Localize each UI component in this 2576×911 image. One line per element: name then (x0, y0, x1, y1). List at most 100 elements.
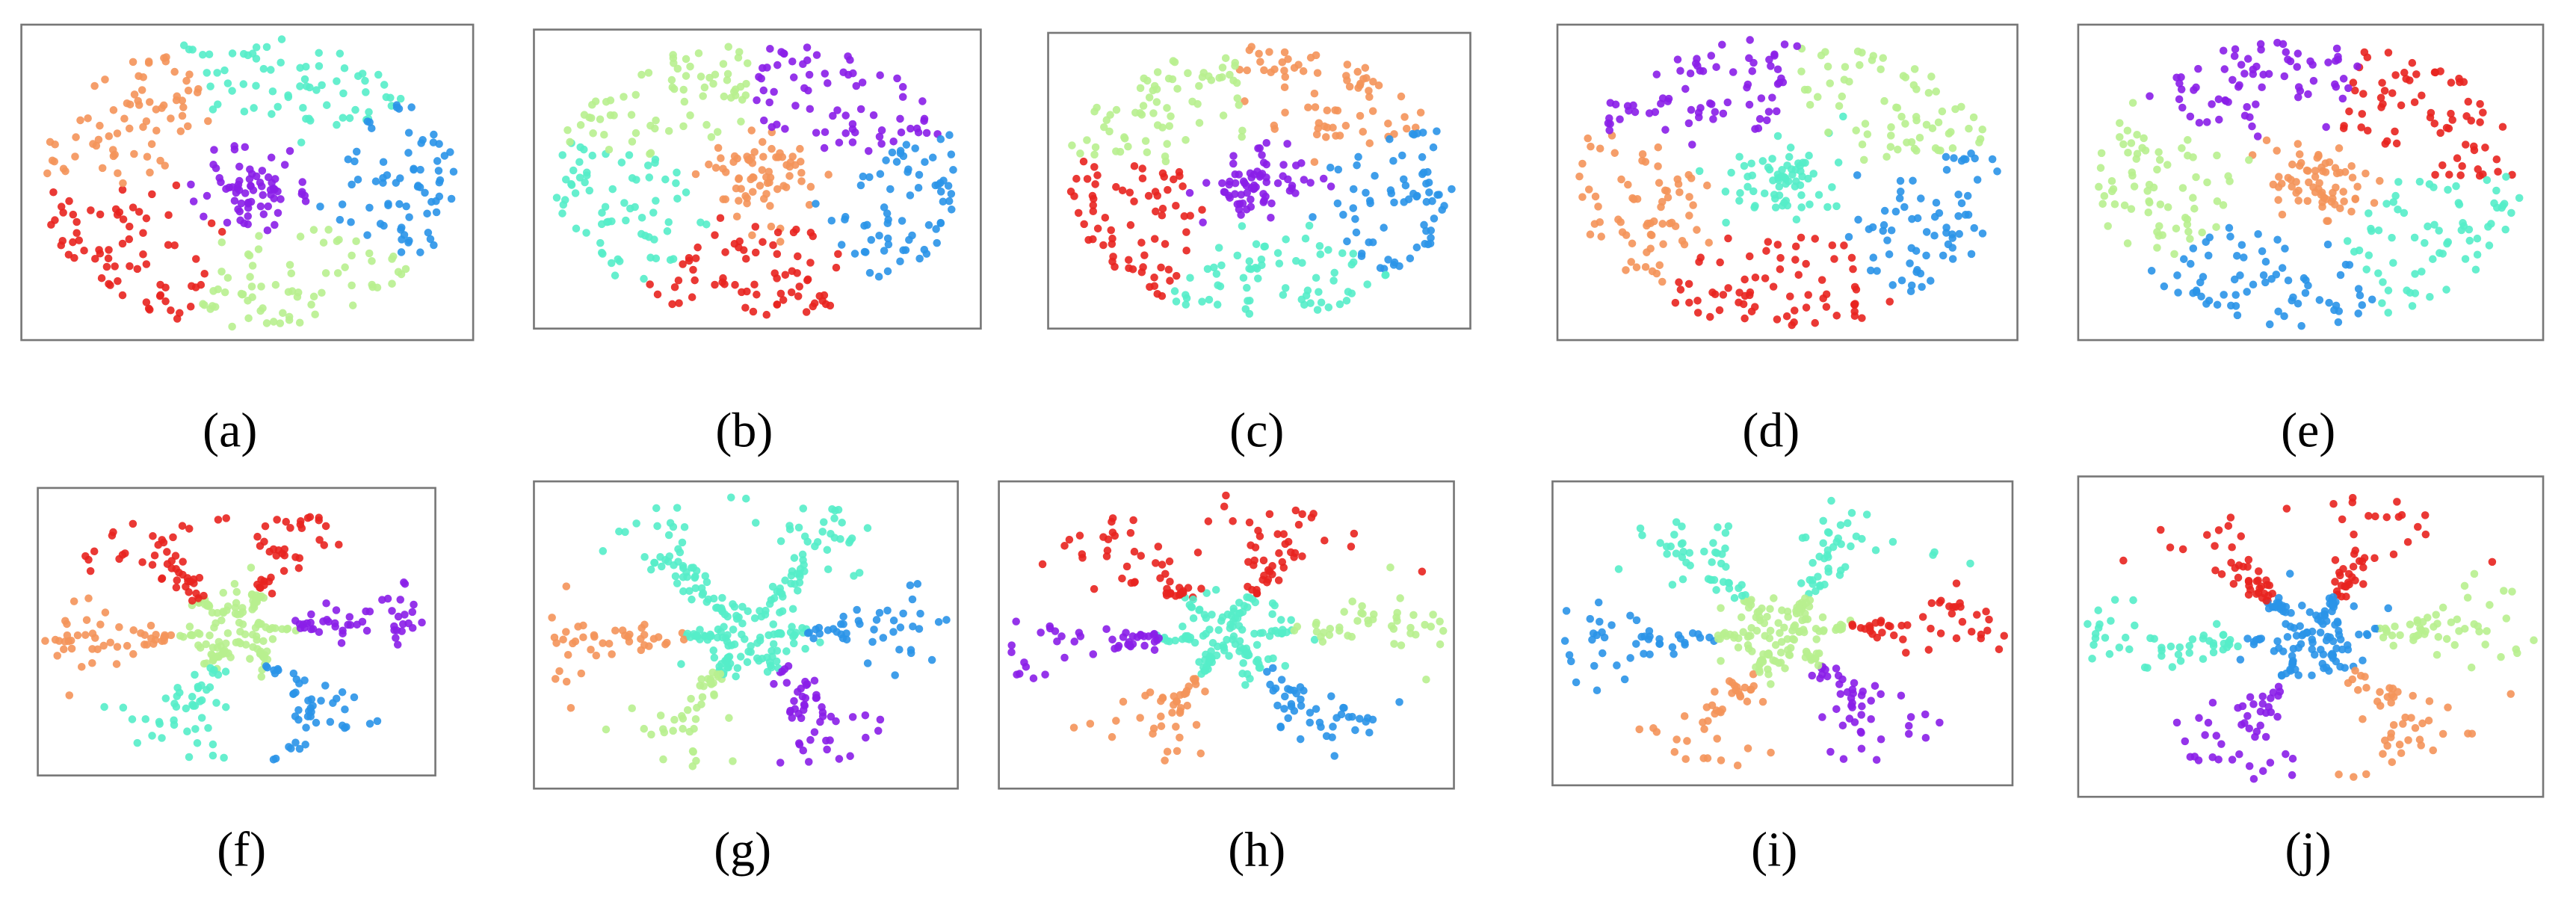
dot (2360, 48, 2369, 57)
dot (2257, 46, 2265, 54)
dot (2119, 140, 2128, 149)
dot (148, 190, 156, 199)
dot (2391, 127, 2399, 136)
dot (1605, 126, 1613, 135)
dot (1195, 81, 1203, 90)
dot (1777, 74, 1785, 83)
dot (1814, 572, 1822, 581)
dot (1424, 167, 1432, 176)
dot (1851, 300, 1859, 308)
dot (1189, 614, 1198, 623)
dot (1775, 182, 1784, 191)
dot (806, 735, 815, 744)
dot (1952, 634, 1961, 643)
dot (1967, 149, 1975, 158)
dot (1878, 629, 1886, 637)
dot (2308, 638, 2317, 647)
dot (663, 638, 671, 647)
dot (1167, 112, 1175, 120)
dot (2174, 650, 2183, 659)
dot (111, 150, 119, 159)
dot (829, 111, 837, 120)
dot (269, 545, 278, 554)
dot (2354, 309, 2362, 318)
dot (1827, 496, 1835, 505)
dot (1253, 589, 1261, 598)
dot (700, 83, 709, 92)
dot (1724, 284, 1732, 292)
dot (51, 635, 60, 644)
dot (2468, 729, 2477, 738)
dot (1973, 176, 1982, 184)
dot (1357, 249, 1366, 258)
dot (1255, 659, 1263, 668)
dot (155, 717, 164, 726)
dot (1858, 702, 1866, 711)
dot (1734, 643, 1743, 652)
dot (240, 108, 249, 116)
dot (1273, 530, 1282, 538)
dot (2115, 643, 2124, 652)
dot (776, 537, 785, 546)
dot (2322, 123, 2330, 132)
dot (269, 318, 278, 326)
dot (1149, 729, 1157, 738)
dot (257, 182, 266, 191)
dot (758, 138, 767, 146)
dot (1204, 517, 1213, 525)
dot (736, 82, 745, 91)
dot (2188, 635, 2197, 643)
dot (1762, 247, 1770, 255)
dot (1158, 123, 1167, 132)
dot (2140, 663, 2149, 672)
dot (640, 274, 648, 283)
dot (599, 250, 607, 258)
dot (1747, 623, 1755, 632)
dot (1811, 235, 1820, 243)
dot (2409, 636, 2418, 644)
dot (589, 129, 597, 138)
dot (1755, 668, 1764, 676)
dot (1102, 552, 1111, 561)
dot (1140, 251, 1149, 259)
dot (263, 226, 272, 235)
dot (1108, 257, 1116, 266)
dot (1675, 278, 1683, 286)
dot (2226, 177, 2234, 185)
dot (1760, 189, 1769, 198)
dot (848, 125, 857, 134)
dot (1901, 73, 1910, 81)
dot (2329, 603, 2338, 611)
dot (271, 280, 280, 289)
dot (1936, 599, 1944, 607)
dot (156, 156, 164, 165)
dot (300, 75, 309, 84)
dot (105, 246, 113, 254)
dot (2443, 239, 2451, 248)
dot (826, 736, 834, 744)
dot (862, 733, 870, 742)
dot (2430, 68, 2439, 77)
dot (884, 240, 893, 249)
dot (1926, 277, 1935, 285)
dot (848, 713, 857, 721)
dot (548, 614, 556, 622)
dot (1290, 64, 1299, 72)
dot (1678, 237, 1687, 245)
dot (686, 633, 695, 642)
dot (2156, 200, 2165, 209)
panel (998, 480, 1455, 790)
dot (1270, 65, 1279, 74)
dot (2344, 569, 2353, 578)
dot (2383, 741, 2391, 750)
dot (2448, 116, 2456, 124)
dot (239, 80, 248, 88)
dot (380, 221, 388, 230)
dot (2146, 634, 2155, 643)
dot (1427, 623, 1436, 631)
dot (2294, 671, 2302, 679)
dot (217, 227, 226, 236)
dot (59, 209, 67, 217)
panel (2077, 23, 2545, 342)
dot (2237, 720, 2246, 729)
